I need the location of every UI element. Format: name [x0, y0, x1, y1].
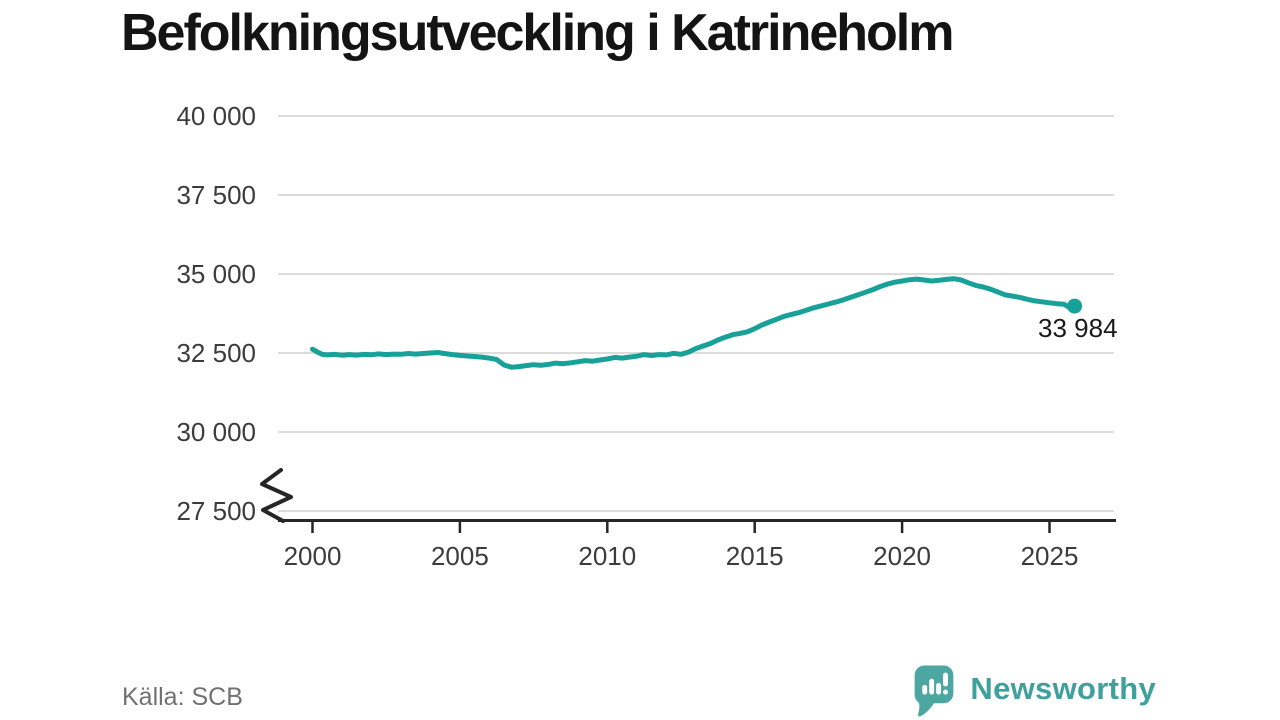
- gridlines: [278, 115, 1114, 512]
- x-axis: 2000 2005 2010 2015 2020 2025: [278, 519, 1116, 571]
- brand-footer: Newsworthy: [908, 664, 1156, 720]
- axis-break-icon: [260, 468, 293, 523]
- newsworthy-logo-icon: [908, 664, 960, 720]
- y-tick-label: 30 000: [176, 417, 256, 447]
- x-tick-label: 2010: [578, 541, 636, 571]
- y-tick-label: 37 500: [176, 180, 256, 210]
- y-axis-labels: 40 000 37 500 35 000 32 500 30 000 27 500: [176, 101, 256, 526]
- end-value-label: 33 984: [1038, 313, 1118, 343]
- chart-title: Befolkningsutveckling i Katrineholm: [121, 4, 954, 62]
- y-tick-label: 27 500: [176, 496, 256, 526]
- y-tick-label: 35 000: [176, 259, 256, 289]
- x-tick-label: 2020: [873, 541, 931, 571]
- brand-name: Newsworthy: [970, 671, 1156, 706]
- x-tick-label: 2015: [726, 541, 784, 571]
- end-point-marker: [1067, 298, 1083, 314]
- x-tick-label: 2005: [431, 541, 489, 571]
- x-tick-label: 2000: [284, 541, 342, 571]
- source-label: Källa: SCB: [122, 683, 243, 711]
- population-line: [310, 276, 1078, 370]
- y-tick-label: 40 000: [176, 101, 256, 131]
- y-tick-label: 32 500: [176, 338, 256, 368]
- data-series: 33 984: [310, 276, 1118, 370]
- x-tick-label: 2025: [1021, 541, 1079, 571]
